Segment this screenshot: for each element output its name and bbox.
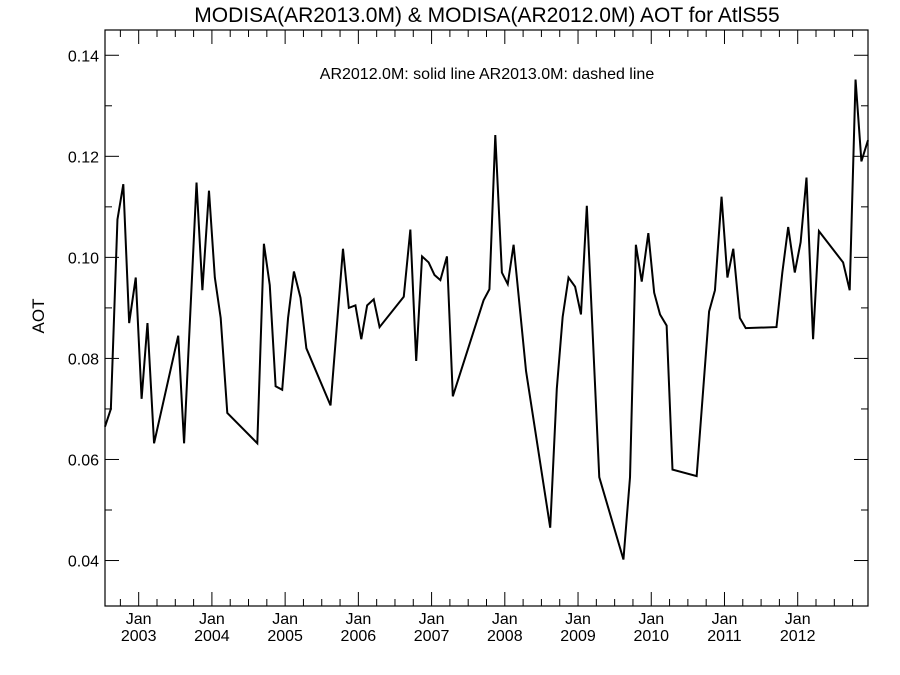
x-tick-year-label: 2012 <box>780 628 816 645</box>
plot-frame <box>104 29 869 607</box>
y-tick-label: 0.06 <box>68 452 99 469</box>
legend-annotation: AR2012.0M: solid line AR2013.0M: dashed … <box>320 66 655 83</box>
y-tick-label: 0.04 <box>68 554 99 571</box>
x-tick-month-label: Jan <box>492 611 518 628</box>
chart-title: MODISA(AR2013.0M) & MODISA(AR2012.0M) AO… <box>194 4 779 27</box>
x-tick-year-label: 2011 <box>707 628 742 645</box>
series-line-ar2012-0m <box>104 79 869 560</box>
x-tick-year-label: 2008 <box>487 628 523 645</box>
y-tick-label: 0.14 <box>68 48 99 65</box>
y-axis-label: AOT <box>29 299 48 334</box>
x-tick-year-label: 2004 <box>194 628 230 645</box>
y-tick-label: 0.12 <box>68 149 99 166</box>
y-tick-label: 0.08 <box>68 351 99 368</box>
x-tick-month-label: Jan <box>785 611 811 628</box>
x-tick-month-label: Jan <box>565 611 591 628</box>
y-tick-label: 0.10 <box>68 250 99 267</box>
x-tick-year-label: 2010 <box>633 628 669 645</box>
x-tick-year-label: 2009 <box>560 628 596 645</box>
x-tick-month-label: Jan <box>126 611 152 628</box>
x-tick-year-label: 2003 <box>121 628 157 645</box>
x-tick-year-label: 2006 <box>341 628 377 645</box>
x-tick-month-label: Jan <box>638 611 664 628</box>
x-tick-month-label: Jan <box>199 611 225 628</box>
x-tick-year-label: 2005 <box>267 628 303 645</box>
x-axis-ticks: Jan2003Jan2004Jan2005Jan2006Jan2007Jan20… <box>119 30 854 645</box>
x-tick-month-label: Jan <box>712 611 738 628</box>
series-layer <box>104 79 869 560</box>
x-tick-year-label: 2007 <box>414 628 450 645</box>
y-axis-ticks: 0.04 0.06 0.08 0.10 0.12 0.14 <box>68 48 868 571</box>
x-tick-month-label: Jan <box>419 611 445 628</box>
x-tick-month-label: Jan <box>345 611 371 628</box>
x-tick-month-label: Jan <box>272 611 298 628</box>
